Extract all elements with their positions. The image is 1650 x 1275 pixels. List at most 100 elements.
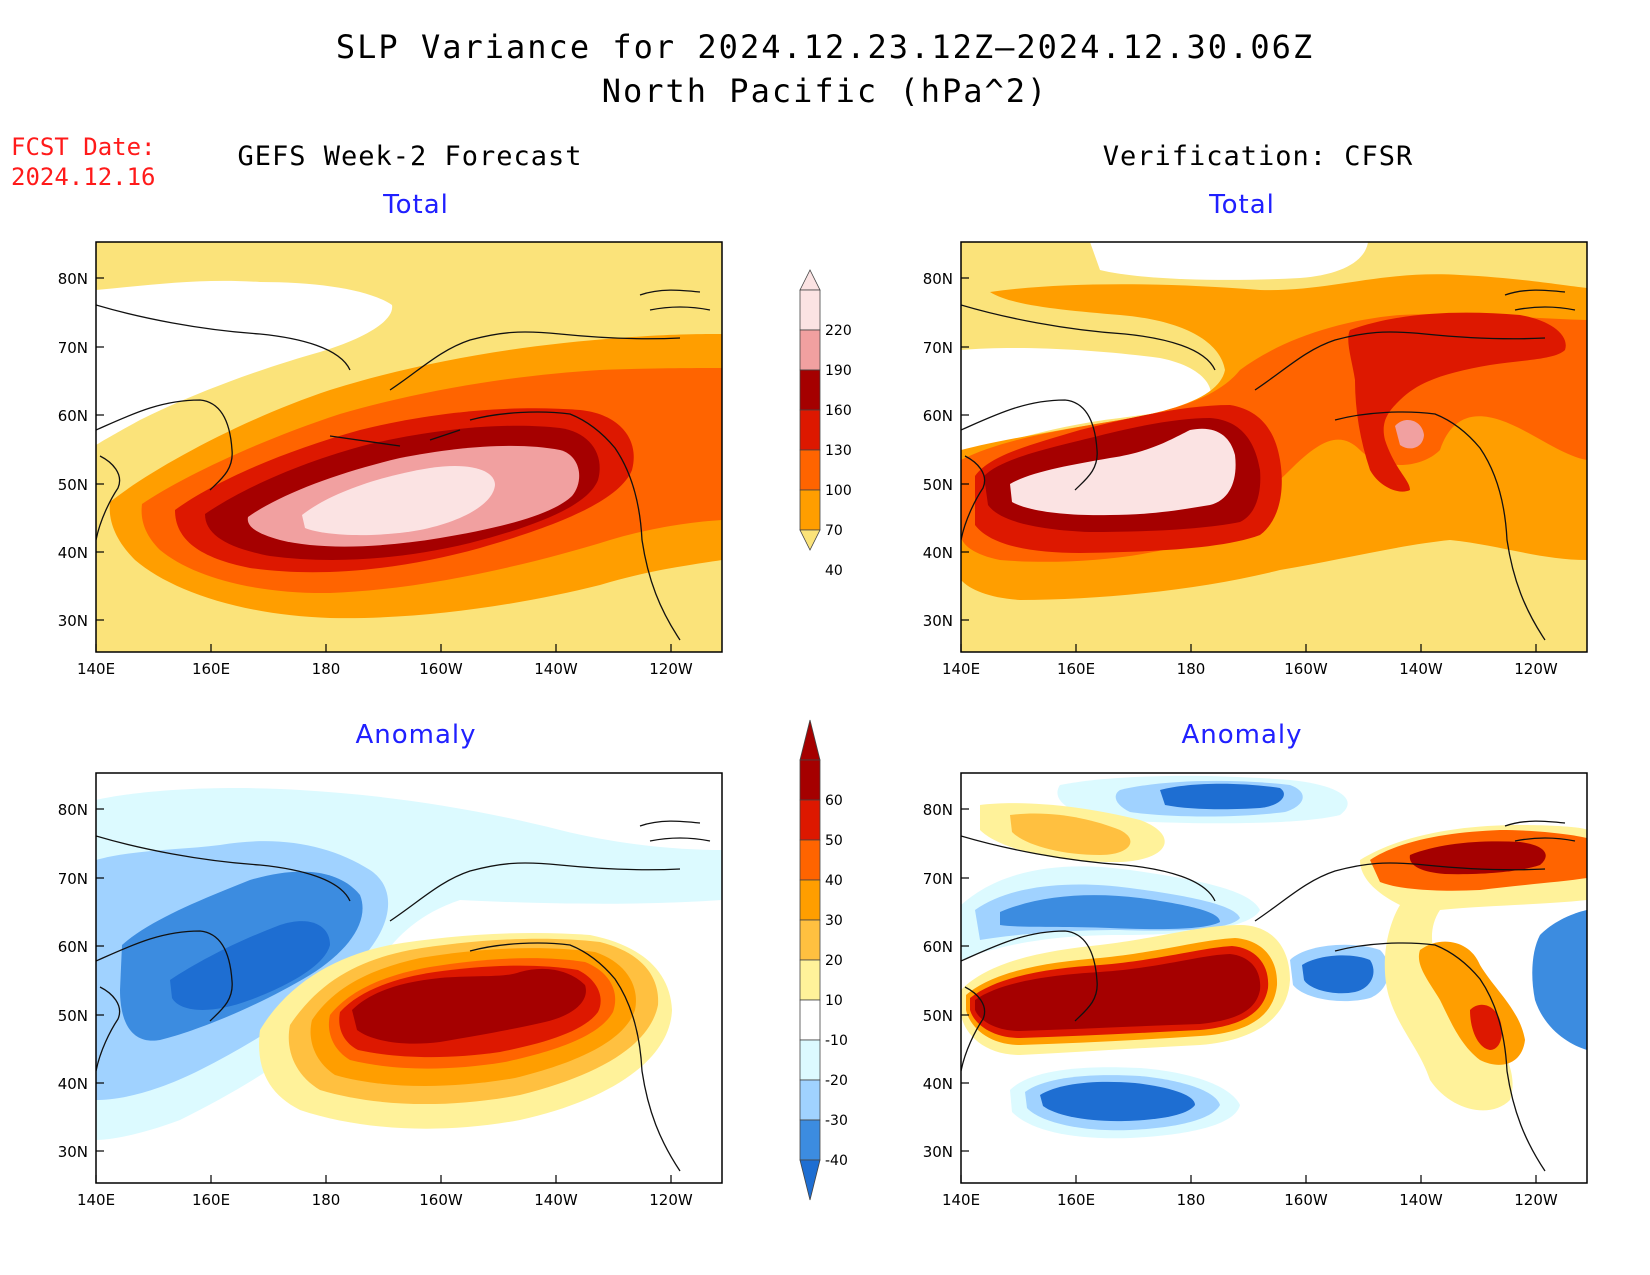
lat-tick-label: 50N xyxy=(923,476,953,494)
coastlines xyxy=(96,820,711,1172)
lon-tick-label: 180 xyxy=(312,1191,341,1209)
lat-tick-label: 80N xyxy=(923,801,953,819)
colorbar-label: -20 xyxy=(825,1073,848,1089)
lat-tick-label: 60N xyxy=(923,407,953,425)
anom-pos60-arctic xyxy=(1409,841,1546,875)
colorbar-top-triangle xyxy=(799,269,821,291)
lon-tick-label: 160W xyxy=(419,660,463,678)
panel-gefs-total xyxy=(96,242,722,652)
lon-tick-label: 140W xyxy=(1399,660,1443,678)
lat-tick-label: 40N xyxy=(58,544,88,562)
colorbar-label: -40 xyxy=(825,1153,848,1169)
colorbar-label: 160 xyxy=(825,403,852,419)
lat-tick-label: 30N xyxy=(58,1143,88,1161)
colorbar-label: 40 xyxy=(825,873,843,889)
colorbar-swatch xyxy=(799,879,821,921)
contour-130-east xyxy=(1348,312,1566,492)
top-right-subtitle: Total xyxy=(1209,190,1275,220)
lat-tick-label: 70N xyxy=(923,339,953,357)
colorbar-swatch xyxy=(799,839,821,881)
colorbar-swatch xyxy=(799,449,821,491)
anom-neg40-north xyxy=(1160,783,1284,810)
right-column-title: Verification: CFSR xyxy=(1102,141,1414,172)
lon-tick-label: 180 xyxy=(312,660,341,678)
colorbar-swatch xyxy=(799,1039,821,1081)
lat-tick-label: 50N xyxy=(58,476,88,494)
fcst-date-value: 2024.12.16 xyxy=(11,163,156,191)
coastlines xyxy=(961,289,1576,641)
lon-tick-label: 140W xyxy=(534,660,578,678)
lat-tick-label: 70N xyxy=(58,870,88,888)
colorbar-label: -30 xyxy=(825,1113,848,1129)
lon-tick-label: 140E xyxy=(942,660,980,678)
contour-190-east xyxy=(1395,420,1424,449)
lat-tick-label: 70N xyxy=(58,339,88,357)
lat-tick-label: 30N xyxy=(923,612,953,630)
coastlines xyxy=(961,820,1576,1172)
lon-tick-label: 160E xyxy=(192,1191,230,1209)
lon-tick-label: 160W xyxy=(419,1191,463,1209)
colorbar-swatch xyxy=(799,959,821,1001)
lon-tick-label: 140W xyxy=(1399,1191,1443,1209)
colorbar-swatch xyxy=(799,999,821,1041)
colorbar-label: -10 xyxy=(825,1033,848,1049)
lat-tick-label: 50N xyxy=(58,1007,88,1025)
colorbar-swatch xyxy=(799,1119,821,1161)
fcst-date-label: FCST Date: xyxy=(11,133,156,161)
panel-cfsr-total xyxy=(961,242,1587,652)
colorbar-swatch xyxy=(799,409,821,451)
lon-tick-label: 180 xyxy=(1177,1191,1206,1209)
colorbar-label: 30 xyxy=(825,913,843,929)
colorbar-label: 70 xyxy=(825,523,843,539)
lat-tick-label: 60N xyxy=(923,938,953,956)
contour-220-max xyxy=(1010,428,1236,516)
frame-top-right xyxy=(960,241,1588,653)
colorbar-swatch xyxy=(799,489,821,531)
bottom-left-subtitle: Anomaly xyxy=(355,720,477,750)
lon-tick-label: 120W xyxy=(649,1191,693,1209)
lon-tick-label: 120W xyxy=(649,660,693,678)
lon-tick-label: 160E xyxy=(1057,660,1095,678)
lon-tick-label: 120W xyxy=(1514,660,1558,678)
colorbar-swatch xyxy=(799,329,821,371)
left-column-title: GEFS Week-2 Forecast xyxy=(237,141,583,172)
colorbar-bottom-triangle xyxy=(799,1159,821,1201)
frame-top-left xyxy=(95,241,723,653)
anom-pos50-coast xyxy=(1470,1004,1502,1050)
lon-tick-label: 160W xyxy=(1284,1191,1328,1209)
colorbar-label: 60 xyxy=(825,793,843,809)
colorbar-label: 190 xyxy=(825,363,852,379)
lat-tick-label: 30N xyxy=(58,612,88,630)
axes-layer: 140E 160E 180 160W 140W 120W 80N 70N 60N 50N 40N 30… xyxy=(58,270,1558,1209)
lat-tick-label: 60N xyxy=(58,407,88,425)
colorbar-swatch xyxy=(799,799,821,841)
colorbar-bottom-triangle xyxy=(799,529,821,551)
lat-tick-label: 40N xyxy=(58,1075,88,1093)
lon-tick-label: 140W xyxy=(534,1191,578,1209)
anom-pos10-east xyxy=(1360,825,1587,1111)
fcst-date-block: FCST Date: 2024.12.16 xyxy=(11,132,156,192)
lon-tick-label: 120W xyxy=(1514,1191,1558,1209)
colorbar-swatch xyxy=(799,919,821,961)
lat-tick-label: 60N xyxy=(58,938,88,956)
colorbar-top-triangle xyxy=(799,719,821,761)
colorbar-swatch xyxy=(799,759,821,801)
anom-neg30-east xyxy=(1532,910,1587,1050)
lon-tick-label: 140E xyxy=(77,660,115,678)
colorbar-swatch xyxy=(799,289,821,331)
anom-neg40 xyxy=(170,921,330,1010)
lon-tick-label: 160E xyxy=(192,660,230,678)
coastlines xyxy=(96,289,711,641)
lon-tick-label: 160W xyxy=(1284,660,1328,678)
colorbar-label: 10 xyxy=(825,993,843,1009)
anom-pos60-belt xyxy=(975,954,1261,1031)
lat-tick-label: 80N xyxy=(58,270,88,288)
lon-tick-label: 140E xyxy=(77,1191,115,1209)
low-variance-region xyxy=(96,280,393,445)
lon-tick-label: 160E xyxy=(1057,1191,1095,1209)
colorbar-swatch xyxy=(799,369,821,411)
colorbar-label: 100 xyxy=(825,483,852,499)
colorbar-label: 130 xyxy=(825,443,852,459)
lat-tick-label: 30N xyxy=(923,1143,953,1161)
